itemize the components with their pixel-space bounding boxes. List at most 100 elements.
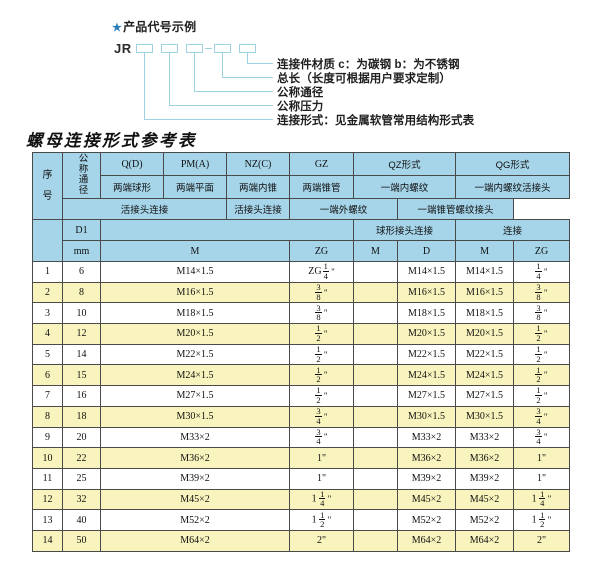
cell-qz-m [353,467,398,490]
cell-m: M52×2 [100,509,290,531]
cell-qz-d: M64×2 [396,529,457,552]
cell-m: M22×1.5 [100,343,290,366]
cell-qz-m [353,302,398,325]
cell-qg-m: M16×1.5 [455,281,515,304]
cell-qz-d: M14×1.5 [396,261,457,283]
cell-gz: 1" [289,447,354,469]
cell-seq: 10 [32,447,63,469]
table-row: 3 10 M18×1.5 3 8 " M18×1.5 M18×1.5 3 8 " [32,302,571,325]
leader-hline-5 [247,63,273,65]
cell-qg-zg: 2" [513,529,571,552]
cell-qg-m: M27×1.5 [455,385,515,407]
cell-bore: 14 [62,343,101,366]
cell-seq: 7 [32,385,63,407]
cell-seq: 14 [32,529,63,552]
header-unit-qz-m: M [353,240,398,262]
leader-vline-2 [169,53,171,106]
cell-bore: 32 [62,488,101,511]
header-group-gz: GZ [289,152,354,176]
cell-seq: 3 [32,302,63,325]
star-icon: ★ [112,22,123,34]
cell-qg-zg: 1" [513,467,571,490]
cell-seq: 8 [32,405,63,428]
cell-bore: 22 [62,447,101,469]
cell-qg-m: M52×2 [455,509,515,531]
cell-qz-m [353,281,398,304]
code-box-2 [161,44,178,53]
header-group-qg: QG形式 [455,152,571,176]
cell-m: M39×2 [100,467,290,490]
diagram-label-material: 连接件材质 c：为碳钢 b：为不锈钢 [277,59,460,71]
table-row: 9 20 M33×2 3 4 " M33×2 M33×2 3 4 " [32,426,571,449]
table-header-type-row: 两端球形 两端平面 两端内锥 两端锥管 一端内螺纹 一端内螺纹活接头 [33,175,571,199]
cell-qg-m: M20×1.5 [455,323,515,345]
cell-seq: 5 [32,343,63,366]
cell-m: M14×1.5 [100,261,290,283]
header-type-qd: 两端球形 [100,175,164,199]
table-row: 11 25 M39×2 1" M39×2 M39×2 1" [32,467,571,490]
cell-qz-m [353,343,398,366]
header-seq-line2: 号 [42,191,53,202]
cell-seq: 2 [32,281,63,304]
header-group-qd: Q(D) [100,152,164,176]
cell-qz-d: M22×1.5 [396,343,457,366]
header-connect-group1: 活接头连接 [62,198,227,220]
leader-vline-5 [247,53,249,64]
table-header-unit-row: mm M ZG M D M ZG [33,240,571,262]
cell-qz-d: M18×1.5 [396,302,457,325]
cell-m: M36×2 [100,447,290,469]
cell-seq: 1 [32,261,63,283]
cell-qz-m [353,426,398,449]
code-box-3 [186,44,203,53]
cell-bore: 40 [62,509,101,531]
cell-bore: 20 [62,426,101,449]
header-seq-line1: 序 [42,170,53,181]
code-separator [205,48,212,50]
cell-m: M24×1.5 [100,364,290,387]
product-code-diagram: ★产品代号示例 JR 连接件材质 c：为碳钢 b：为不锈钢 总长（长度可根据用户… [0,0,600,128]
header-seq-spacer [32,219,63,262]
cell-gz: 1" [289,467,354,490]
diagram-title: ★产品代号示例 [112,18,196,35]
header-group-pma: PM(A) [163,152,227,176]
header-type-qg: 一端内螺纹活接头 [455,175,571,199]
cell-m: M64×2 [100,529,290,552]
diagram-label-total-length: 总长（长度可根据用户要求定制） [277,73,451,85]
table-row: 1 6 M14×1.5 ZG 1 4 " M14×1.5 M14×1.5 1 4 " [32,261,571,283]
cell-qg-m: M30×1.5 [455,405,515,428]
header-type-pma: 两端平面 [163,175,227,199]
header-type-gz: 两端锥管 [289,175,354,199]
header-unit-qg-zg: ZG [513,240,571,262]
leader-hline-2 [169,105,273,107]
header-group-nzc: NZ(C) [226,152,290,176]
header-connect-group4: 一端锥管螺纹接头 [396,198,515,220]
diagram-label-nominal-bore: 公称通径 [277,87,324,99]
cell-seq: 4 [32,323,63,345]
cell-bore: 18 [62,405,101,428]
cell-qz-d: M30×1.5 [396,405,457,428]
cell-qz-m [353,261,398,283]
leader-hline-1 [144,119,273,121]
header-unit-gz: ZG [289,240,354,262]
cell-qg-m: M22×1.5 [455,343,515,366]
header-ball-joint-connect: 球形接头连接 [352,219,457,241]
header-unit-qz-d: D [396,240,457,262]
cell-seq: 11 [32,467,63,490]
code-box-1 [136,44,153,53]
cell-bore: 50 [62,529,101,552]
cell-qz-m [353,323,398,345]
page-title: 螺母连接形式参考表 [26,131,197,150]
cell-qg-m: M36×2 [455,447,515,469]
cell-seq: 9 [32,426,63,449]
